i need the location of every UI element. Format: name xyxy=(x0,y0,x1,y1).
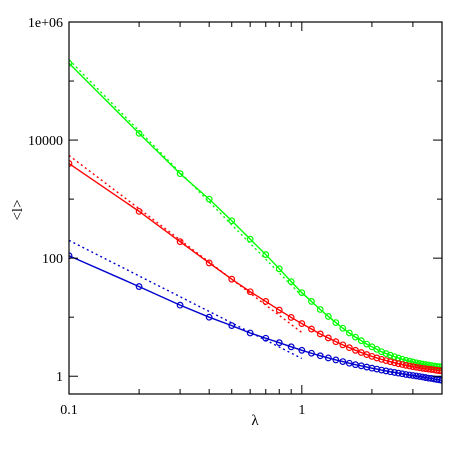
y-axis: 1 100 10000 1e+06 xyxy=(28,16,442,385)
data-point xyxy=(275,265,283,273)
data-point xyxy=(402,361,410,369)
data-point xyxy=(205,259,213,267)
series-line xyxy=(69,162,442,372)
data-point xyxy=(382,367,390,375)
y-tick-label: 1 xyxy=(56,370,63,385)
data-point xyxy=(382,350,390,357)
data-point xyxy=(363,340,371,348)
data-point xyxy=(391,369,398,376)
data-point xyxy=(324,354,332,362)
data-point xyxy=(69,252,73,260)
y-tick-label: 10000 xyxy=(28,134,63,149)
data-point xyxy=(406,357,413,365)
data-point xyxy=(402,356,410,364)
data-point xyxy=(262,334,270,342)
data-point xyxy=(386,351,394,359)
data-point xyxy=(298,346,306,354)
y-tick-label: 1e+06 xyxy=(28,16,63,31)
data-point xyxy=(228,217,236,225)
fit-line xyxy=(69,59,303,297)
data-point xyxy=(287,314,295,321)
data-point xyxy=(228,275,236,283)
data-point xyxy=(378,355,385,363)
data-point xyxy=(69,59,73,67)
data-point xyxy=(316,352,324,360)
data-point xyxy=(275,339,283,347)
data-point xyxy=(412,363,420,371)
data-point xyxy=(438,367,442,375)
data-point xyxy=(386,358,394,366)
data-point xyxy=(228,322,236,330)
data-point xyxy=(176,301,184,309)
series-line xyxy=(69,62,442,368)
fit-line xyxy=(69,239,303,360)
data-point xyxy=(386,368,394,376)
data-point xyxy=(332,356,340,364)
data-point xyxy=(246,288,254,296)
data-point xyxy=(352,346,359,354)
data-point xyxy=(438,363,442,371)
data-point xyxy=(332,338,340,346)
data-point xyxy=(402,371,410,378)
data-point xyxy=(339,341,347,349)
data-point xyxy=(308,349,315,357)
data-point xyxy=(395,369,402,377)
data-point xyxy=(409,372,417,379)
data-point xyxy=(345,359,353,367)
data-point xyxy=(324,334,332,342)
y-tick-label: 100 xyxy=(42,252,63,267)
data-point xyxy=(391,359,398,367)
x-axis-label: λ xyxy=(251,413,259,429)
data-point xyxy=(409,358,417,366)
data-point xyxy=(324,313,332,320)
data-point xyxy=(382,357,390,364)
data-point xyxy=(345,329,353,337)
data-point xyxy=(332,319,340,326)
data-point xyxy=(345,344,353,352)
data-point xyxy=(262,251,270,258)
data-point xyxy=(339,358,347,365)
plot-frame xyxy=(68,21,443,395)
series-line xyxy=(69,255,442,382)
y-axis-label: <l> xyxy=(10,199,26,220)
data-point xyxy=(135,129,143,137)
data-point xyxy=(412,372,420,380)
data-point xyxy=(395,360,402,368)
data-point xyxy=(308,325,315,333)
data-point xyxy=(409,363,417,371)
data-point xyxy=(287,343,295,351)
data-point xyxy=(436,367,442,375)
data-point xyxy=(246,235,254,243)
data-point xyxy=(438,376,442,384)
data-point xyxy=(412,359,420,367)
data-point xyxy=(316,330,324,338)
data-point xyxy=(176,170,184,178)
data-point xyxy=(135,283,143,290)
x-tick-label: 1 xyxy=(298,403,305,418)
data-point xyxy=(406,362,413,370)
data-point xyxy=(378,366,385,374)
data-point xyxy=(275,306,283,314)
data-point xyxy=(398,370,406,378)
data-point xyxy=(373,365,381,373)
plot-area xyxy=(69,59,442,384)
fit-line xyxy=(69,154,303,334)
data-point xyxy=(176,238,184,246)
data-point xyxy=(406,371,413,379)
data-point xyxy=(339,324,347,332)
data-point xyxy=(357,337,365,345)
data-point xyxy=(316,306,324,313)
data-point xyxy=(205,313,213,321)
data-point xyxy=(352,333,359,341)
data-point xyxy=(398,361,406,368)
data-point xyxy=(416,364,423,372)
data-point xyxy=(308,298,315,305)
data-point xyxy=(298,320,306,327)
data-point xyxy=(69,160,73,167)
x-tick-label: 0.1 xyxy=(60,403,78,418)
data-point xyxy=(416,373,423,380)
